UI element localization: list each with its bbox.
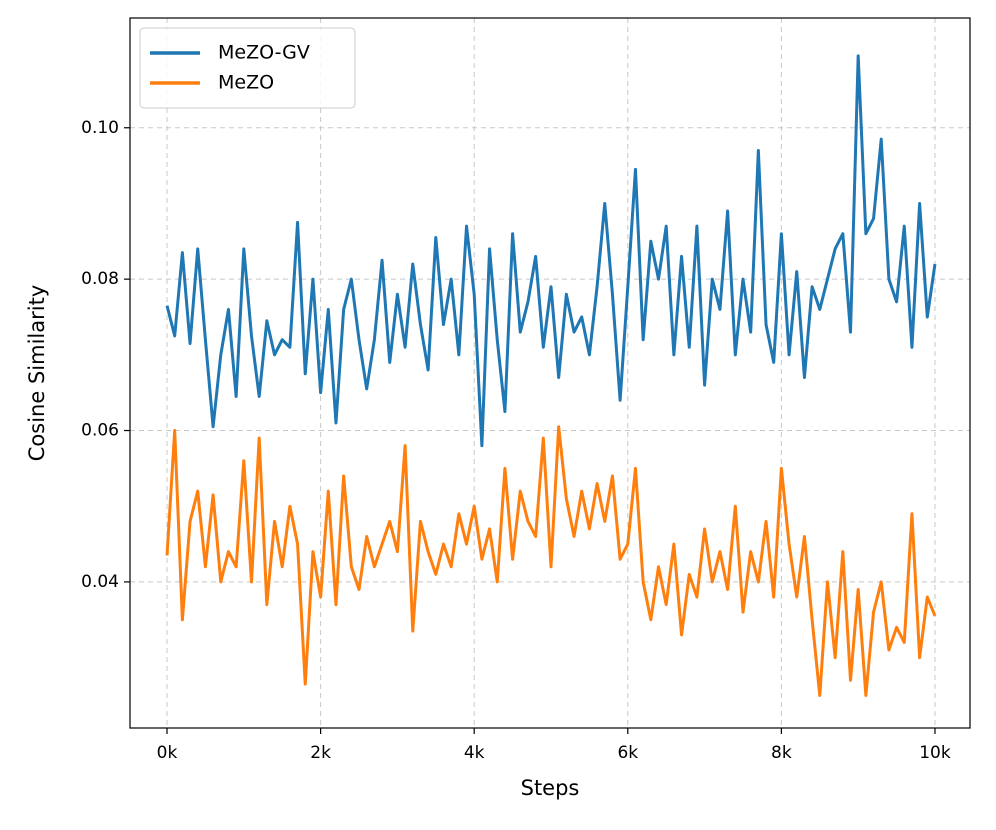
line-series [165,54,937,448]
x-tick-label: 6k [617,743,638,763]
x-tick-label: 10k [919,743,951,763]
y-tick-label: 0.10 [81,118,119,138]
plot-frame [129,17,971,729]
y-tick-label: 0.06 [81,421,119,441]
x-tick-label: 2k [310,743,331,763]
x-tick-label: 0k [157,743,178,763]
legend: MeZO-GV MeZO [139,27,356,109]
y-tick-label: 0.04 [81,572,119,592]
legend-label: MeZO-GV [218,42,310,64]
x-tick-label: 8k [771,743,792,763]
y-tick-label: 0.08 [81,269,119,289]
x-tick-label: 4k [464,743,485,763]
legend-label: MeZO [218,72,274,94]
legend-box [139,27,356,109]
line-series [165,425,937,697]
y-axis-title: Cosine Similarity [25,285,49,461]
x-axis-title: Steps [521,776,580,800]
